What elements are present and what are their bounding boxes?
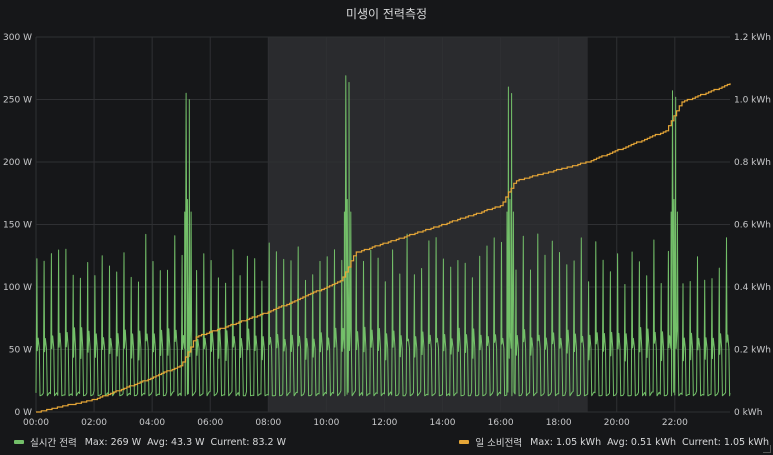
y-right-tick-label: 1.0 kWh bbox=[734, 96, 771, 106]
x-tick-label: 00:00 bbox=[23, 418, 49, 428]
y-right-tick-label: 0.8 kWh bbox=[734, 158, 771, 168]
y-left-tick-label: 200 W bbox=[3, 158, 32, 168]
panel-title[interactable]: 미생이 전력측정 bbox=[345, 7, 428, 21]
series-line-realtime-power bbox=[35, 75, 731, 397]
x-tick-label: 08:00 bbox=[255, 418, 281, 428]
legend-max: Max: 1.05 kWh bbox=[530, 436, 602, 448]
y-left-tick-label: 100 W bbox=[3, 283, 32, 293]
x-tick-label: 12:00 bbox=[371, 418, 397, 428]
y-left-tick-label: 250 W bbox=[3, 96, 32, 106]
legend-avg: Avg: 43.3 W bbox=[147, 436, 205, 448]
series-line-daily-consumption bbox=[36, 83, 731, 413]
y-left-tick-label: 150 W bbox=[3, 221, 32, 231]
legend-swatch-green bbox=[14, 440, 24, 444]
x-tick-label: 06:00 bbox=[197, 418, 223, 428]
x-tick-label: 16:00 bbox=[488, 418, 514, 428]
x-tick-label: 02:00 bbox=[81, 418, 107, 428]
x-tick-label: 18:00 bbox=[546, 418, 572, 428]
legend-realtime-power[interactable]: 실시간 전력 Max: 269 W Avg: 43.3 W Current: 8… bbox=[14, 435, 286, 449]
y-left-tick-label: 50 W bbox=[9, 346, 32, 356]
y-right-tick-label: 0.2 kWh bbox=[734, 346, 771, 356]
legend-current: Current: 1.05 kWh bbox=[682, 436, 769, 448]
legend-max: Max: 269 W bbox=[84, 436, 142, 448]
x-tick-label: 20:00 bbox=[604, 418, 630, 428]
y-right-tick-label: 0.4 kWh bbox=[734, 283, 771, 293]
legend-current: Current: 83.2 W bbox=[210, 436, 286, 448]
legend-avg: Avg: 0.51 kWh bbox=[607, 436, 676, 448]
legend-series-name[interactable]: 실시간 전력 bbox=[30, 438, 77, 449]
power-chart[interactable]: 0 W 50 W 100 W 150 W 200 W 250 W 300 W 0 kWh 0.2… bbox=[0, 0, 773, 430]
resize-handle-icon[interactable] bbox=[763, 445, 771, 453]
y-right-tick-label: 1.2 kWh bbox=[734, 33, 771, 43]
x-tick-label: 22:00 bbox=[662, 418, 688, 428]
y-right-tick-label: 0.6 kWh bbox=[734, 221, 771, 231]
x-tick-label: 04:00 bbox=[139, 418, 165, 428]
legend-daily-consumption[interactable]: 일 소비전력 Max: 1.05 kWh Avg: 0.51 kWh Curre… bbox=[459, 435, 769, 449]
y-right-tick-label: 0 kWh bbox=[734, 408, 762, 418]
y-left-tick-label: 300 W bbox=[3, 33, 32, 43]
x-tick-label: 10:00 bbox=[313, 418, 339, 428]
legend-series-name[interactable]: 일 소비전력 bbox=[475, 438, 523, 449]
y-left-tick-label: 0 W bbox=[15, 408, 33, 418]
legend-swatch-yellow bbox=[459, 440, 470, 444]
x-tick-label: 14:00 bbox=[430, 418, 456, 428]
